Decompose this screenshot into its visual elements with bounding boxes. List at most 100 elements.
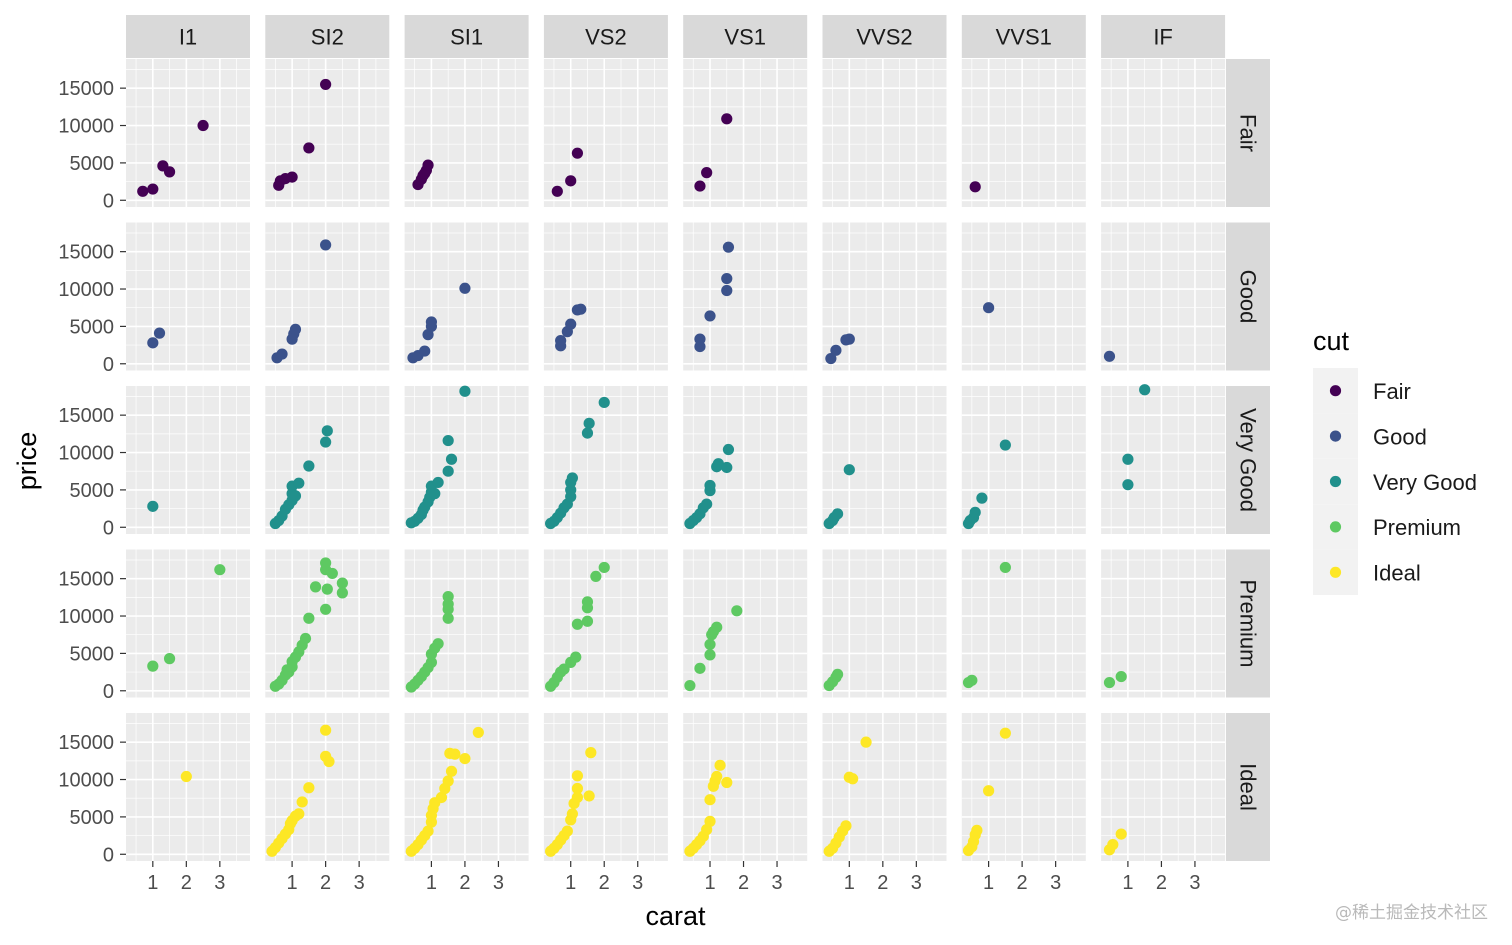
x-tick-label: 2 bbox=[599, 872, 610, 894]
legend-label: Premium bbox=[1373, 515, 1461, 540]
strip-bg bbox=[265, 15, 390, 58]
data-point bbox=[711, 770, 723, 783]
y-tick-label: 5000 bbox=[70, 643, 115, 665]
data-point bbox=[847, 773, 859, 785]
data-point bbox=[571, 782, 584, 795]
y-tick-label: 15000 bbox=[58, 405, 114, 427]
y-tick-label: 15000 bbox=[58, 242, 114, 264]
panel-bg bbox=[126, 222, 250, 371]
strip-label: Premium bbox=[1236, 579, 1261, 667]
data-point bbox=[704, 479, 716, 492]
data-point bbox=[704, 649, 716, 661]
series-ideal bbox=[180, 724, 1127, 857]
strip-label: Very Good bbox=[1236, 408, 1261, 512]
series-premium bbox=[147, 557, 1127, 693]
panel-bg bbox=[822, 222, 947, 371]
data-point bbox=[590, 570, 602, 583]
data-point bbox=[722, 443, 735, 456]
x-tick-label: 2 bbox=[877, 872, 888, 894]
legend-key bbox=[1329, 475, 1342, 488]
panel-good-VS2 bbox=[543, 222, 668, 371]
strip-label: I1 bbox=[179, 25, 197, 50]
data-point bbox=[422, 825, 434, 837]
data-point bbox=[326, 567, 338, 580]
data-point bbox=[843, 464, 855, 476]
data-point bbox=[303, 142, 315, 154]
panel-bg bbox=[126, 713, 250, 861]
watermark: @稀土掘金技术社区 bbox=[1335, 903, 1488, 923]
x-tick-label: 2 bbox=[320, 872, 331, 894]
data-point bbox=[721, 776, 733, 789]
panel-bg bbox=[822, 59, 947, 207]
panel-bg bbox=[961, 222, 1086, 371]
panel-bg bbox=[1101, 222, 1226, 371]
strip-bg bbox=[1226, 222, 1270, 371]
strip-label: IF bbox=[1153, 25, 1173, 50]
legend-label: Very Good bbox=[1373, 470, 1477, 495]
data-point bbox=[214, 564, 226, 576]
legend-title: cut bbox=[1313, 326, 1350, 356]
data-point bbox=[147, 500, 159, 512]
data-point bbox=[320, 436, 332, 448]
data-point bbox=[694, 333, 706, 345]
legend: cut Fair Good Very Good Premium Ideal bbox=[1313, 326, 1477, 595]
data-point bbox=[1103, 350, 1116, 362]
data-point bbox=[137, 185, 149, 197]
strip-label: VS1 bbox=[724, 25, 766, 50]
x-tick-label: 3 bbox=[493, 872, 504, 894]
data-point bbox=[429, 488, 441, 500]
data-point bbox=[293, 808, 305, 820]
data-point bbox=[323, 755, 335, 768]
y-tick-label: 0 bbox=[103, 681, 114, 703]
data-point bbox=[419, 345, 431, 357]
x-tick-label: 3 bbox=[214, 872, 225, 894]
data-point bbox=[551, 185, 563, 197]
facet-row-strip-ideal: Ideal bbox=[1226, 713, 1270, 861]
data-point bbox=[1115, 828, 1127, 840]
x-tick-label: 2 bbox=[181, 872, 192, 894]
data-point bbox=[147, 183, 159, 195]
data-point bbox=[701, 167, 713, 179]
y-tick-label: 0 bbox=[103, 190, 114, 212]
data-point bbox=[721, 272, 733, 285]
data-point bbox=[704, 310, 716, 322]
panel-very-good-I1 bbox=[126, 386, 250, 534]
x-tick-label: 3 bbox=[1189, 872, 1200, 894]
panel-very-good-VVS1 bbox=[961, 386, 1086, 534]
x-tick-label: 3 bbox=[354, 872, 365, 894]
panel-good-IF bbox=[1101, 222, 1226, 371]
data-point bbox=[966, 674, 978, 686]
legend-label: Good bbox=[1373, 424, 1427, 449]
y-tick-label: 5000 bbox=[70, 480, 115, 502]
data-point bbox=[731, 605, 743, 617]
data-point bbox=[163, 653, 176, 665]
data-point bbox=[581, 615, 594, 627]
panel-fair-VVS1 bbox=[961, 59, 1086, 207]
y-tick-label: 0 bbox=[103, 354, 114, 376]
data-point bbox=[840, 820, 852, 832]
data-point bbox=[336, 577, 348, 589]
y-tick-label: 10000 bbox=[58, 443, 114, 465]
x-tick-label: 3 bbox=[632, 872, 643, 894]
panel-bg bbox=[1101, 386, 1226, 534]
facet-row-strip-fair: Fair bbox=[1226, 59, 1270, 207]
data-point bbox=[694, 180, 706, 192]
x-tick-label: 3 bbox=[1050, 872, 1061, 894]
legend-label: Ideal bbox=[1373, 561, 1421, 586]
data-point bbox=[442, 434, 454, 447]
y-tick-label: 10000 bbox=[58, 116, 114, 138]
data-point bbox=[969, 506, 981, 518]
legend-item: Very Good bbox=[1313, 458, 1477, 505]
panel-bg bbox=[1101, 59, 1226, 207]
facet-col-strip-VVS1: VVS1 bbox=[961, 15, 1086, 58]
data-point bbox=[722, 241, 735, 253]
x-tick-label: 2 bbox=[738, 872, 749, 894]
data-point bbox=[1122, 453, 1134, 465]
strip-bg bbox=[1226, 713, 1270, 861]
data-point bbox=[459, 282, 471, 294]
x-axis-title: carat bbox=[646, 901, 707, 931]
data-point bbox=[303, 460, 315, 472]
data-point bbox=[432, 476, 444, 489]
panel-bg bbox=[683, 549, 808, 698]
